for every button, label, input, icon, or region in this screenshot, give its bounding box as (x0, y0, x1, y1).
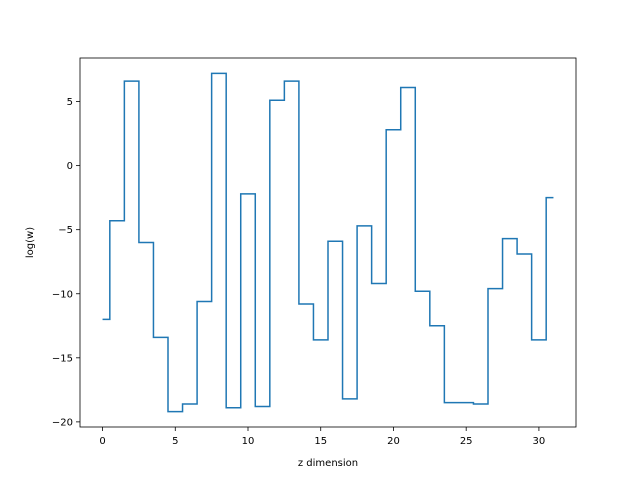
y-tick-label: 5 (67, 97, 73, 108)
x-tick-label: 20 (387, 436, 400, 447)
x-axis-label: z dimension (298, 458, 358, 469)
axes-frame (79, 57, 577, 428)
x-tick-label: 0 (99, 436, 105, 447)
y-tick-label: −5 (58, 225, 73, 236)
y-tick-label: −15 (52, 353, 73, 364)
y-axis-label: log(w) (25, 227, 36, 258)
x-tick-label: 25 (460, 436, 473, 447)
x-tick-label: 5 (172, 436, 178, 447)
y-tick-label: −10 (52, 289, 73, 300)
y-tick-label: −20 (52, 417, 73, 428)
x-tick-label: 30 (533, 436, 546, 447)
plot-area (102, 72, 554, 413)
series-line (102, 72, 554, 413)
axes: 0 5 10 15 20 25 30 −20 −15 −10 −5 0 5 (52, 57, 577, 447)
x-tick-label: 15 (314, 436, 327, 447)
x-tick-label: 10 (242, 436, 255, 447)
y-tick-label: 0 (67, 161, 73, 172)
